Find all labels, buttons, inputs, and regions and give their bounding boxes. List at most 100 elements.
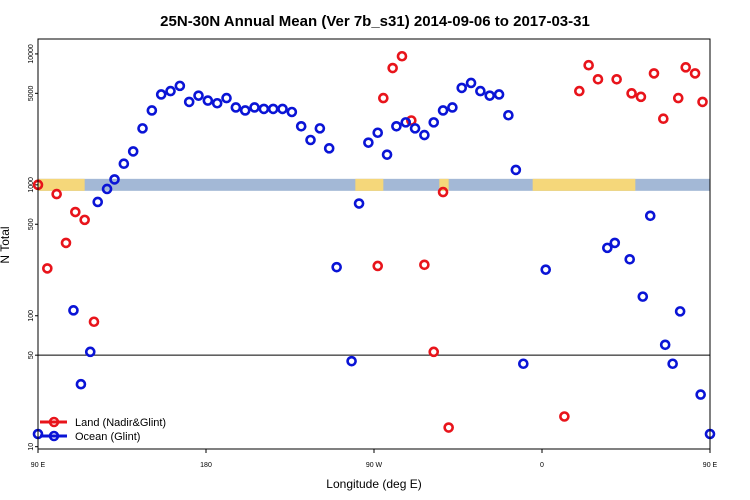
x-tick-label: 90 E (31, 462, 46, 469)
land-point (626, 88, 637, 99)
ocean-point (331, 261, 342, 273)
ocean-point (109, 174, 120, 185)
ocean-point (165, 85, 176, 97)
y-tick-label: 5000 (28, 85, 35, 101)
ocean-point (659, 339, 671, 351)
y-tick-label: 1000 (28, 177, 35, 193)
ocean-point (211, 97, 223, 109)
land-point (689, 68, 701, 79)
ocean-point (602, 242, 613, 254)
land-point (396, 50, 408, 62)
ocean-point (484, 90, 496, 101)
ocean-point (419, 129, 430, 141)
ocean-point (428, 117, 440, 128)
ocean-point (127, 146, 139, 157)
land-point (88, 316, 100, 328)
land-point (428, 346, 440, 358)
ocean-point (183, 96, 195, 108)
ocean-point (305, 134, 316, 146)
ocean-point (174, 80, 186, 92)
ocean-point (155, 89, 167, 100)
y-tick-label: 50 (28, 351, 35, 359)
x-tick-label: 180 (200, 462, 212, 469)
series-ocean (32, 77, 716, 440)
land-point (680, 62, 692, 73)
ocean-point (92, 196, 104, 208)
land-point (51, 188, 62, 200)
ocean-point (409, 123, 421, 134)
ocean-point (346, 355, 357, 367)
y-tick-label: 10 (28, 443, 35, 451)
ocean-point (286, 106, 298, 118)
ocean-point (118, 158, 130, 170)
ocean-point (295, 120, 307, 132)
ocean-point (540, 264, 552, 275)
y-tick-label: 10000 (28, 44, 35, 64)
ocean-point (475, 85, 486, 97)
legend-ocean-marker (48, 430, 60, 442)
ocean-point (363, 137, 374, 148)
ocean-point (137, 123, 148, 134)
land-ocean-strip (38, 178, 710, 191)
x-tick-label: 0 (540, 462, 544, 469)
y-tick-label: 100 (28, 310, 35, 322)
land-point (574, 85, 585, 97)
ocean-point (258, 103, 270, 115)
ocean-point (518, 358, 529, 370)
land-point (387, 62, 398, 74)
land-point (443, 422, 454, 433)
series-land (32, 50, 708, 433)
land-point (70, 206, 81, 218)
ocean-point (101, 183, 113, 195)
y-axis-ticks: 10 50 100 500 1000 5000 10000 (28, 44, 38, 451)
ocean-point (353, 198, 365, 209)
land-point (672, 92, 684, 104)
strip-land-segment (532, 178, 636, 191)
ocean-point (249, 102, 260, 113)
land-point (611, 73, 622, 85)
ocean-point (75, 378, 87, 390)
ocean-point (267, 103, 279, 115)
x-tick-label: 90 W (366, 462, 383, 469)
land-point (378, 92, 389, 104)
ocean-point (202, 95, 214, 106)
land-point (437, 186, 449, 198)
land-point (42, 263, 53, 274)
ocean-point (391, 120, 402, 132)
ocean-point (221, 92, 232, 104)
ocean-point (381, 149, 393, 160)
ocean-point (68, 305, 79, 316)
strip-land-segment (355, 178, 384, 191)
land-point (592, 73, 604, 85)
land-point (583, 59, 594, 71)
legend-land-marker (48, 416, 60, 428)
ocean-point (146, 105, 158, 116)
land-point (372, 260, 384, 272)
x-tick-label: 90 E (703, 462, 718, 469)
y-axis-label: N Total (0, 226, 12, 263)
ocean-point (695, 389, 706, 400)
ocean-point (493, 89, 505, 100)
ocean-point (624, 253, 636, 265)
x-axis-ticks: 90 E 180 90 W 0 90 E (31, 449, 718, 469)
strip-land-segment (439, 178, 449, 191)
ocean-point (84, 346, 96, 358)
land-point (79, 214, 90, 226)
x-axis-label: Longitude (deg E) (326, 477, 421, 491)
ocean-point (667, 358, 678, 370)
legend-land-label: Land (Nadir&Glint) (75, 417, 166, 429)
legend-ocean-label: Ocean (Glint) (75, 431, 140, 443)
ocean-point (609, 237, 621, 249)
ocean-point (314, 123, 326, 134)
ocean-point (447, 102, 458, 113)
land-point (635, 91, 647, 103)
ocean-point (277, 103, 288, 115)
ocean-point (372, 127, 384, 139)
land-point (697, 96, 708, 108)
land-point (559, 411, 570, 422)
ocean-point (503, 109, 514, 121)
chart-title: 25N-30N Annual Mean (Ver 7b_s31) 2014-09… (160, 13, 590, 30)
ocean-point (437, 105, 449, 116)
ocean-point (637, 291, 649, 302)
ocean-point (239, 105, 251, 116)
